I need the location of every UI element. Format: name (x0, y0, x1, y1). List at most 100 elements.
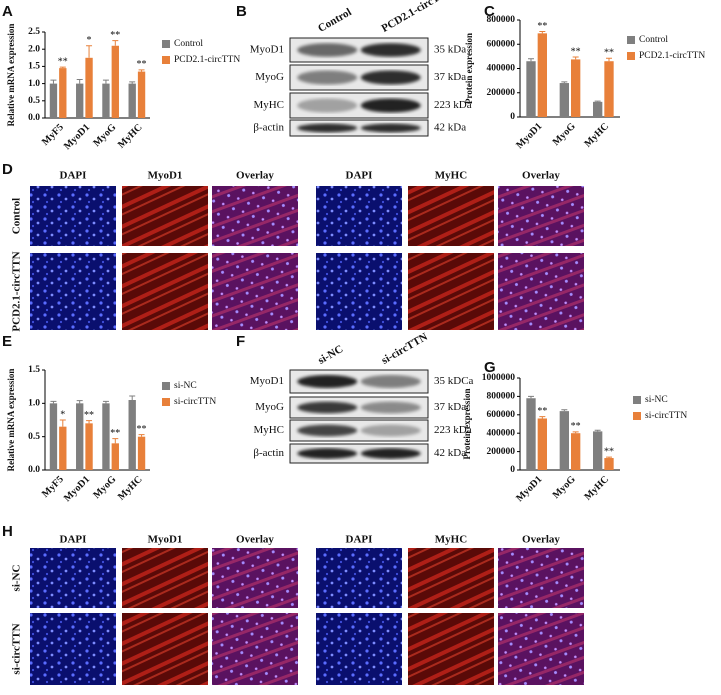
panel-label: C (484, 3, 495, 20)
blot-protein: MyoG (255, 401, 284, 413)
micrograph (408, 253, 494, 330)
image-column-label: DAPI (60, 170, 87, 182)
micrograph (30, 548, 116, 608)
legend-label: si-NC (174, 381, 197, 391)
blot-band (297, 123, 358, 133)
y-tick-label: 2.5 (28, 27, 40, 37)
blot-protein: MyHC (253, 99, 284, 111)
error-bar (59, 66, 66, 69)
legend-label: si-circTTN (645, 411, 687, 421)
image-column-label: Overlay (522, 534, 560, 546)
legend-swatch (162, 56, 170, 64)
micrograph (316, 253, 402, 330)
error-bar (572, 56, 579, 60)
legend-label: PCD2.1-circTTN (174, 55, 240, 65)
y-tick-label: 400000 (487, 428, 516, 438)
error-bar (138, 69, 145, 72)
y-axis-label: Protein expression (464, 33, 474, 104)
image-row-label: si-NC (11, 565, 23, 592)
panel-label: G (484, 359, 496, 376)
blot-band (297, 448, 358, 459)
bar (537, 33, 547, 117)
micrograph (408, 548, 494, 608)
blot-column-label: PCD2.1-circTTN (380, 0, 455, 35)
image-column-label: MyoD1 (148, 534, 183, 546)
bar (49, 83, 58, 118)
y-tick-label: 1.0 (28, 79, 40, 89)
bar (604, 458, 614, 470)
micrograph (316, 548, 402, 608)
panel-label: B (236, 3, 247, 20)
error-bar (528, 395, 534, 399)
legend-swatch (627, 52, 635, 60)
blot-band (360, 375, 421, 388)
y-tick-label: 600000 (487, 410, 516, 420)
significance: * (87, 35, 92, 46)
error-bar (561, 81, 568, 84)
error-bar (539, 31, 546, 34)
panel-label: E (2, 333, 12, 350)
error-bar (112, 438, 119, 444)
significance: ** (110, 428, 120, 439)
y-tick-label: 800000 (487, 15, 516, 25)
error-bar (606, 57, 612, 62)
significance: ** (137, 59, 147, 70)
error-bar (76, 78, 83, 84)
significance: ** (110, 30, 120, 41)
blot-band (297, 401, 358, 414)
error-bar (561, 409, 568, 412)
error-bar (50, 79, 57, 84)
image-column-label: DAPI (60, 534, 87, 546)
blot-band (360, 70, 421, 85)
bar (85, 423, 93, 470)
image-row-label: Control (11, 198, 23, 234)
bar (137, 436, 146, 470)
x-tick-label: MyHC (116, 474, 145, 503)
legend-label: Control (639, 35, 668, 45)
blot-size: 223 kDa (434, 99, 472, 111)
micrograph (408, 613, 494, 685)
blot-column-label: si-circTTN (380, 331, 430, 367)
significance: ** (58, 56, 68, 67)
bar (128, 400, 136, 470)
bar (76, 403, 84, 470)
error-bar (50, 400, 57, 404)
micrograph (122, 186, 208, 246)
image-column-label: Overlay (522, 170, 560, 182)
y-tick-label: 0.0 (28, 113, 40, 123)
error-bar (594, 100, 601, 102)
bar (76, 83, 84, 118)
bar (559, 411, 569, 470)
bar (571, 59, 581, 117)
blot-band (297, 43, 358, 57)
y-tick-label: 1.5 (28, 365, 40, 375)
bar (102, 403, 110, 470)
bar (59, 68, 67, 118)
micrograph (316, 186, 402, 246)
significance: ** (604, 446, 614, 457)
x-tick-label: MyoG (551, 121, 578, 148)
micrograph (498, 548, 584, 608)
image-column-label: Overlay (236, 534, 274, 546)
blot-size: 42 kDa (434, 447, 466, 459)
x-tick-label: MyHC (582, 474, 611, 503)
image-column-label: Overlay (236, 170, 274, 182)
legend-swatch (633, 396, 641, 404)
x-tick-label: MyoD1 (62, 474, 92, 504)
bar (593, 101, 603, 117)
x-tick-label: MyoD1 (514, 121, 544, 151)
bar (85, 57, 93, 118)
blot-size: 35 kDa (434, 44, 466, 56)
error-bar (102, 79, 109, 84)
micrograph (122, 548, 208, 608)
legend-swatch (633, 412, 641, 420)
y-tick-label: 2.0 (28, 44, 40, 54)
bar (559, 83, 569, 117)
bar (111, 443, 119, 470)
significance: ** (571, 46, 581, 57)
bar (49, 403, 58, 470)
y-tick-label: 1.5 (28, 62, 40, 72)
micrograph (408, 186, 494, 246)
micrograph (498, 186, 584, 246)
y-tick-label: 600000 (487, 39, 516, 49)
